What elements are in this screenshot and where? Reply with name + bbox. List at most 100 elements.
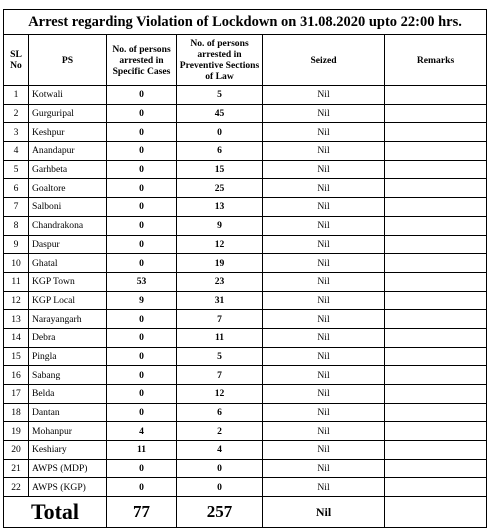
cell-specific: 0 [106,197,177,217]
cell-seized: Nil [262,440,385,460]
cell-sl: 8 [3,215,29,236]
cell-remarks [383,122,488,143]
cell-preventive: 11 [176,327,263,348]
cell-remarks [383,141,488,161]
table-row: 5 Garhbeta 0 15 Nil [3,159,488,180]
header-preventive-sections: No. of persons arrested in Preventive Se… [176,34,263,86]
cell-ps: Keshiary [28,440,107,460]
cell-remarks [383,402,488,423]
cell-seized: Nil [262,346,385,367]
cell-specific: 0 [106,365,177,385]
cell-sl: 19 [3,421,29,442]
table-row: 4 Anandapur 0 6 Nil [3,141,488,161]
header-remarks: Remarks [383,34,488,86]
cell-sl: 15 [3,346,29,367]
cell-preventive: 0 [176,458,263,479]
cell-remarks [383,159,488,180]
cell-seized: Nil [262,159,385,180]
cell-remarks [383,477,488,498]
cell-preventive: 7 [176,365,263,385]
cell-preventive: 2 [176,421,263,442]
cell-ps: Mohanpur [28,421,107,442]
table-body: 1 Kotwali 0 5 Nil 2 Gurguripal 0 45 Nil 3 Keshpur 0 0… [3,85,488,498]
cell-ps: Narayangarh [28,309,107,329]
cell-preventive: 19 [176,253,263,273]
cell-specific: 0 [106,215,177,236]
cell-specific: 0 [106,103,177,124]
header-specific-cases: No. of persons arrested in Specific Case… [106,34,177,86]
cell-seized: Nil [262,327,385,348]
cell-remarks [383,215,488,236]
cell-specific: 0 [106,327,177,348]
total-label: Total [3,496,107,528]
cell-preventive: 9 [176,215,263,236]
cell-seized: Nil [262,215,385,236]
cell-remarks [383,85,488,105]
cell-specific: 0 [106,309,177,329]
table-row: 21 AWPS (MDP) 0 0 Nil [3,458,488,479]
cell-seized: Nil [262,421,385,442]
cell-ps: Goaltore [28,178,107,199]
cell-specific: 0 [106,253,177,273]
cell-sl: 16 [3,365,29,385]
cell-sl: 10 [3,253,29,273]
header-ps: PS [28,34,107,86]
cell-seized: Nil [262,402,385,423]
cell-seized: Nil [262,253,385,273]
cell-ps: AWPS (KGP) [28,477,107,498]
cell-remarks [383,178,488,199]
cell-specific: 0 [106,178,177,199]
cell-sl: 12 [3,290,29,311]
cell-seized: Nil [262,309,385,329]
table-row: 7 Salboni 0 13 Nil [3,197,488,217]
cell-remarks [383,421,488,442]
table-row: 12 KGP Local 9 31 Nil [3,290,488,311]
cell-ps: Chandrakona [28,215,107,236]
cell-specific: 4 [106,421,177,442]
cell-seized: Nil [262,234,385,255]
cell-specific: 0 [106,234,177,255]
cell-ps: AWPS (MDP) [28,458,107,479]
cell-seized: Nil [262,103,385,124]
cell-ps: Debra [28,327,107,348]
table-row: 15 Pingla 0 5 Nil [3,346,488,367]
table-row: 19 Mohanpur 4 2 Nil [3,421,488,442]
cell-remarks [383,440,488,460]
cell-seized: Nil [262,477,385,498]
cell-ps: KGP Local [28,290,107,311]
cell-remarks [383,384,488,404]
total-specific: 77 [106,496,177,528]
header-row: SL No PS No. of persons arrested in Spec… [3,34,488,86]
cell-seized: Nil [262,85,385,105]
table-row: 14 Debra 0 11 Nil [3,327,488,348]
cell-sl: 20 [3,440,29,460]
cell-preventive: 45 [176,103,263,124]
cell-ps: Pingla [28,346,107,367]
cell-specific: 11 [106,440,177,460]
table-row: 8 Chandrakona 0 9 Nil [3,215,488,236]
cell-preventive: 31 [176,290,263,311]
cell-preventive: 5 [176,85,263,105]
table-row: 18 Dantan 0 6 Nil [3,402,488,423]
total-row: Total 77 257 Nil [3,496,488,528]
cell-preventive: 15 [176,159,263,180]
cell-remarks [383,365,488,385]
cell-preventive: 13 [176,197,263,217]
cell-sl: 7 [3,197,29,217]
cell-specific: 0 [106,141,177,161]
cell-sl: 11 [3,271,29,292]
cell-preventive: 12 [176,384,263,404]
cell-specific: 9 [106,290,177,311]
cell-sl: 5 [3,159,29,180]
table-row: 17 Belda 0 12 Nil [3,384,488,404]
cell-sl: 6 [3,178,29,199]
table-row: 10 Ghatal 0 19 Nil [3,253,488,273]
cell-remarks [383,234,488,255]
lockdown-arrest-sheet: Arrest regarding Violation of Lockdown o… [2,9,488,528]
cell-specific: 0 [106,402,177,423]
cell-sl: 3 [3,122,29,143]
header-seized: Seized [262,34,385,86]
total-preventive: 257 [176,496,263,528]
cell-ps: Gurguripal [28,103,107,124]
table-row: 6 Goaltore 0 25 Nil [3,178,488,199]
